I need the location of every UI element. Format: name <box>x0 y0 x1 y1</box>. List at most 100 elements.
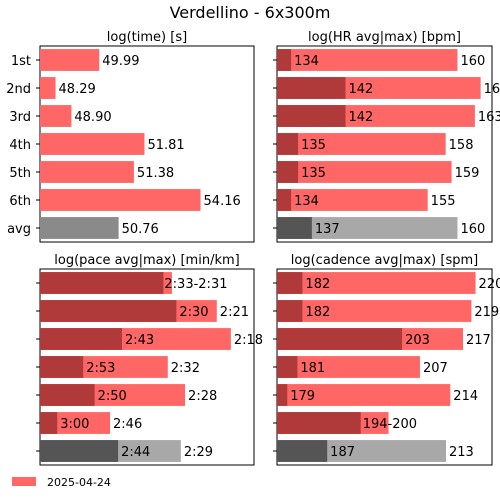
cadence-max-label: 219 <box>474 305 499 320</box>
hr-max-bar <box>277 49 458 71</box>
time-bar <box>40 77 56 99</box>
time-bar <box>40 161 134 183</box>
hr-avg-bar <box>277 217 312 239</box>
pace-avg-bar <box>40 384 95 406</box>
cadence-avg-bar <box>277 272 303 294</box>
time-value-label: 48.29 <box>59 82 96 97</box>
pace-avg-label: 2:30 <box>179 305 208 320</box>
cadence-max-label: 213 <box>449 445 474 460</box>
cadence-avg-label: 182 <box>305 277 330 292</box>
pace-avg-label: 3:00 <box>60 417 89 432</box>
cadence-max-label: 217 <box>466 333 491 348</box>
cadence-max-bar <box>277 356 420 378</box>
hr-avg-bar <box>277 133 299 155</box>
row-label: 2nd <box>6 82 31 97</box>
hr-max-label: 160 <box>460 54 485 69</box>
time-bar <box>40 105 72 127</box>
cadence-max-label: 220 <box>479 277 500 292</box>
legend-swatch <box>12 477 36 486</box>
pace-max-label: 2:21 <box>220 305 249 320</box>
time-value-label: 48.90 <box>74 110 111 125</box>
hr-avg-label: 134 <box>294 194 319 209</box>
hr-avg-label: 137 <box>315 222 340 237</box>
cadence-max-bar <box>277 272 476 294</box>
cadence-avg-bar <box>277 440 328 462</box>
hr-max-bar <box>277 189 428 211</box>
pace-avg-bar <box>40 412 58 434</box>
cadence-avg-label: 181 <box>300 361 325 376</box>
hr-avg-label: 135 <box>301 166 326 181</box>
pace-avg-label: 2:53 <box>86 361 115 376</box>
cadence-avg-bar <box>277 384 288 406</box>
hr-avg-bar <box>277 189 292 211</box>
legend: 2025-04-24 <box>12 476 111 489</box>
cadence-avg-bar <box>277 412 361 434</box>
hr-avg-label: 142 <box>349 82 374 97</box>
pace-avg-label: 2:50 <box>98 389 127 404</box>
figure-title: Verdellino - 6x300m <box>170 3 331 22</box>
cadence-max-label: 207 <box>423 361 448 376</box>
hr-max-bar <box>277 217 458 239</box>
pace-max-bar <box>40 412 111 434</box>
hr-avg-label: 142 <box>349 110 374 125</box>
cadence-avg-bar <box>277 300 303 322</box>
hr-max-bar <box>277 133 446 155</box>
hr-max-label: 158 <box>449 138 474 153</box>
hr-max-label: 163 <box>478 110 500 125</box>
time-bar <box>40 49 100 71</box>
pace-avg-bar <box>40 356 84 378</box>
hr-max-label: 159 <box>455 166 480 181</box>
pace-avg-bar <box>40 300 177 322</box>
hr-avg-bar <box>277 77 346 99</box>
cadence-subplot-title: log(cadence avg|max) [spm] <box>291 253 478 268</box>
pace-max-label: 2:46 <box>113 417 142 432</box>
row-label: 4th <box>9 138 31 153</box>
pace-max-label: 2:32 <box>171 361 200 376</box>
pace-panel: log(pace avg|max) [min/km] 2:33-2:31 2:30 2… <box>36 253 263 466</box>
legend-label: 2025-04-24 <box>47 476 111 489</box>
time-panel: log(time) [s] 1st 49.99 2nd 48.29 3rd 48.90 4th… <box>6 30 255 243</box>
pace-avg-bar <box>40 272 164 294</box>
pace-avg-label: 2:43 <box>125 333 154 348</box>
hr-avg-bar <box>277 105 346 127</box>
hr-max-label: 160 <box>460 222 485 237</box>
hr-avg-bar <box>277 49 292 71</box>
hr-panel: log(HR avg|max) [bpm] 134 160 142 164 142 163 1… <box>273 30 500 243</box>
cadence-avg-label: 187 <box>330 445 355 460</box>
row-label: 6th <box>9 194 31 209</box>
time-value-label: 51.38 <box>137 166 174 181</box>
cadence-avg-bar <box>277 356 298 378</box>
cadence-max-bar <box>277 300 472 322</box>
pace-avg-label: 2:44 <box>121 445 150 460</box>
cadence-panel: log(cadence avg|max) [spm] 182 220 182 219 20… <box>273 253 500 466</box>
cadence-avg-label: 182 <box>305 305 330 320</box>
pace-range-label: 2:33-2:31 <box>164 277 227 292</box>
time-bar <box>40 133 145 155</box>
hr-max-label: 164 <box>484 82 500 97</box>
pace-subplot-title: log(pace avg|max) [min/km] <box>54 253 239 268</box>
time-value-label: 51.81 <box>147 138 184 153</box>
row-label: 3rd <box>9 110 31 125</box>
pace-avg-bar <box>40 440 119 462</box>
time-value-label: 50.76 <box>122 222 159 237</box>
cadence-max-bar <box>277 384 451 406</box>
cadence-avg-bar <box>277 328 403 350</box>
cadence-avg-label: 179 <box>290 389 315 404</box>
cadence-range-label: 194-200 <box>363 417 417 432</box>
hr-subplot-title: log(HR avg|max) [bpm] <box>308 30 461 45</box>
pace-max-label: 2:28 <box>188 389 217 404</box>
cadence-max-label: 214 <box>453 389 478 404</box>
hr-avg-bar <box>277 161 299 183</box>
row-label: avg <box>7 222 31 237</box>
pace-max-label: 2:18 <box>234 333 263 348</box>
time-bar <box>40 217 119 239</box>
cadence-avg-label: 203 <box>405 333 430 348</box>
pace-max-label: 2:29 <box>184 445 213 460</box>
time-subplot-title: log(time) [s] <box>107 30 187 45</box>
row-label: 5th <box>9 166 31 181</box>
hr-max-bar <box>277 161 452 183</box>
time-value-label: 49.99 <box>102 54 139 69</box>
hr-avg-label: 135 <box>301 138 326 153</box>
hr-avg-label: 134 <box>294 54 319 69</box>
